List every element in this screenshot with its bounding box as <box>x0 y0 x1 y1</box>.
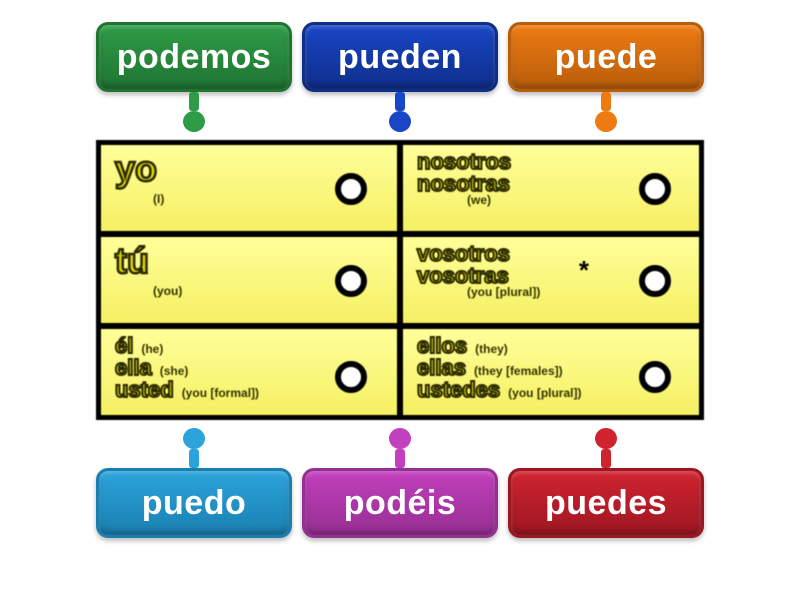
chip[interactable]: pueden <box>302 22 498 132</box>
chip-label: podemos <box>117 38 272 77</box>
pronoun-cell[interactable]: ellos (they) ellas (they [females]) ustedes (… <box>402 328 700 416</box>
pronoun-cell[interactable]: él (he) ella (she) usted (you [formal]) <box>100 328 398 416</box>
pronoun-gloss: (they) <box>475 343 508 355</box>
pronoun-text: usted <box>115 379 174 401</box>
pronoun-text: yo <box>115 151 157 187</box>
pronoun-text: vosotros <box>417 243 510 265</box>
chip-label: puedo <box>142 484 247 523</box>
drop-target-icon[interactable] <box>335 173 367 205</box>
pronoun-cell[interactable]: tú (you) <box>100 236 398 324</box>
drop-target-icon[interactable] <box>639 173 671 205</box>
pronoun-cell[interactable]: nosotrosnosotras(we) <box>402 144 700 232</box>
pronoun-text: ella <box>115 357 152 379</box>
chip-label: podéis <box>344 484 457 523</box>
drop-target-icon[interactable] <box>639 361 671 393</box>
pronoun-gloss: (you [plural]) <box>508 387 581 399</box>
chip-pointer <box>595 92 617 132</box>
chip-pointer <box>389 92 411 132</box>
pronoun-gloss: (they [females]) <box>474 365 563 377</box>
chip-pointer <box>183 92 205 132</box>
pronoun-gloss: (you [formal]) <box>182 387 259 399</box>
pronoun-gloss: (he) <box>141 343 163 355</box>
chip-pointer <box>389 428 411 468</box>
pronoun-text: ellas <box>417 357 466 379</box>
pronoun-text: él <box>115 335 133 357</box>
pronoun-text: ellos <box>417 335 467 357</box>
drop-target-icon[interactable] <box>335 361 367 393</box>
chip-label: pueden <box>338 38 462 77</box>
chip-label: puede <box>555 38 658 77</box>
chip[interactable]: podéis <box>302 428 498 538</box>
chip-pointer <box>595 428 617 468</box>
chip[interactable]: puedo <box>96 428 292 538</box>
drop-target-icon[interactable] <box>335 265 367 297</box>
chip[interactable]: podemos <box>96 22 292 132</box>
pronoun-text: nosotras <box>417 173 510 195</box>
pronoun-cell[interactable]: vosotrosvosotras(you [plural])* <box>402 236 700 324</box>
chip-label: puedes <box>545 484 667 523</box>
conjugation-table: yo (I) nosotrosnosotras(we) tú (you) vosotros… <box>96 140 704 420</box>
pronoun-gloss: (you) <box>153 285 182 297</box>
pronoun-text: tú <box>115 243 149 279</box>
pronoun-text: nosotros <box>417 151 511 173</box>
chip[interactable]: puede <box>508 22 704 132</box>
chip-row-top: podemos pueden puede <box>96 22 704 132</box>
pronoun-text: vosotras <box>417 265 509 287</box>
pronoun-text: ustedes <box>417 379 500 401</box>
pronoun-cell[interactable]: yo (I) <box>100 144 398 232</box>
pronoun-gloss: (I) <box>153 193 164 205</box>
pronoun-gloss: (she) <box>160 365 189 377</box>
drop-target-icon[interactable] <box>639 265 671 297</box>
chip-row-bottom: puedo podéis puedes <box>96 428 704 538</box>
chip[interactable]: puedes <box>508 428 704 538</box>
chip-pointer <box>183 428 205 468</box>
asterisk-icon: * <box>579 255 589 286</box>
